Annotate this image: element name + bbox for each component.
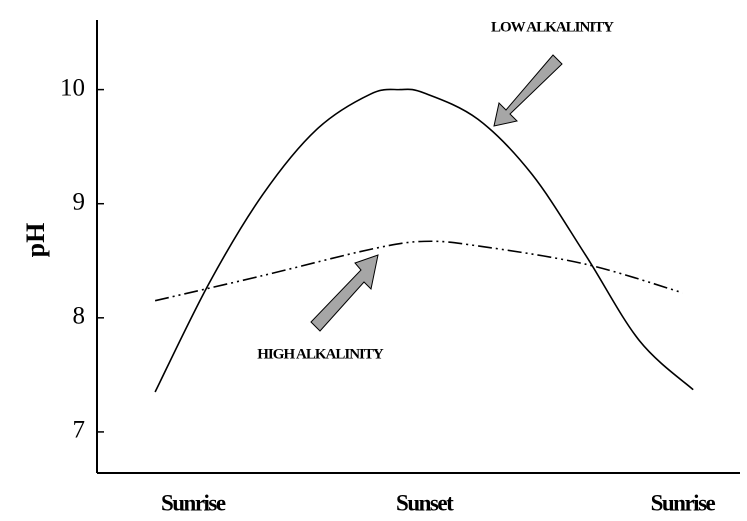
y-tick-label: 8 bbox=[73, 303, 86, 330]
y-tick-label: 7 bbox=[73, 417, 86, 444]
x-tick-label: Sunrise bbox=[651, 490, 716, 515]
x-tick-label: Sunset bbox=[396, 490, 454, 515]
x-tick-label: Sunrise bbox=[161, 490, 226, 515]
arrow bbox=[493, 54, 563, 127]
line bbox=[154, 88, 694, 393]
y-tick-label: 10 bbox=[60, 74, 85, 101]
annotation: LOW ALKALINITY bbox=[491, 19, 614, 35]
y-axis-label: pH bbox=[21, 223, 50, 258]
arrow bbox=[310, 254, 379, 332]
y-tick-label: 9 bbox=[73, 188, 86, 215]
annotation: HIGH ALKALINITY bbox=[257, 346, 384, 362]
line bbox=[154, 240, 683, 302]
